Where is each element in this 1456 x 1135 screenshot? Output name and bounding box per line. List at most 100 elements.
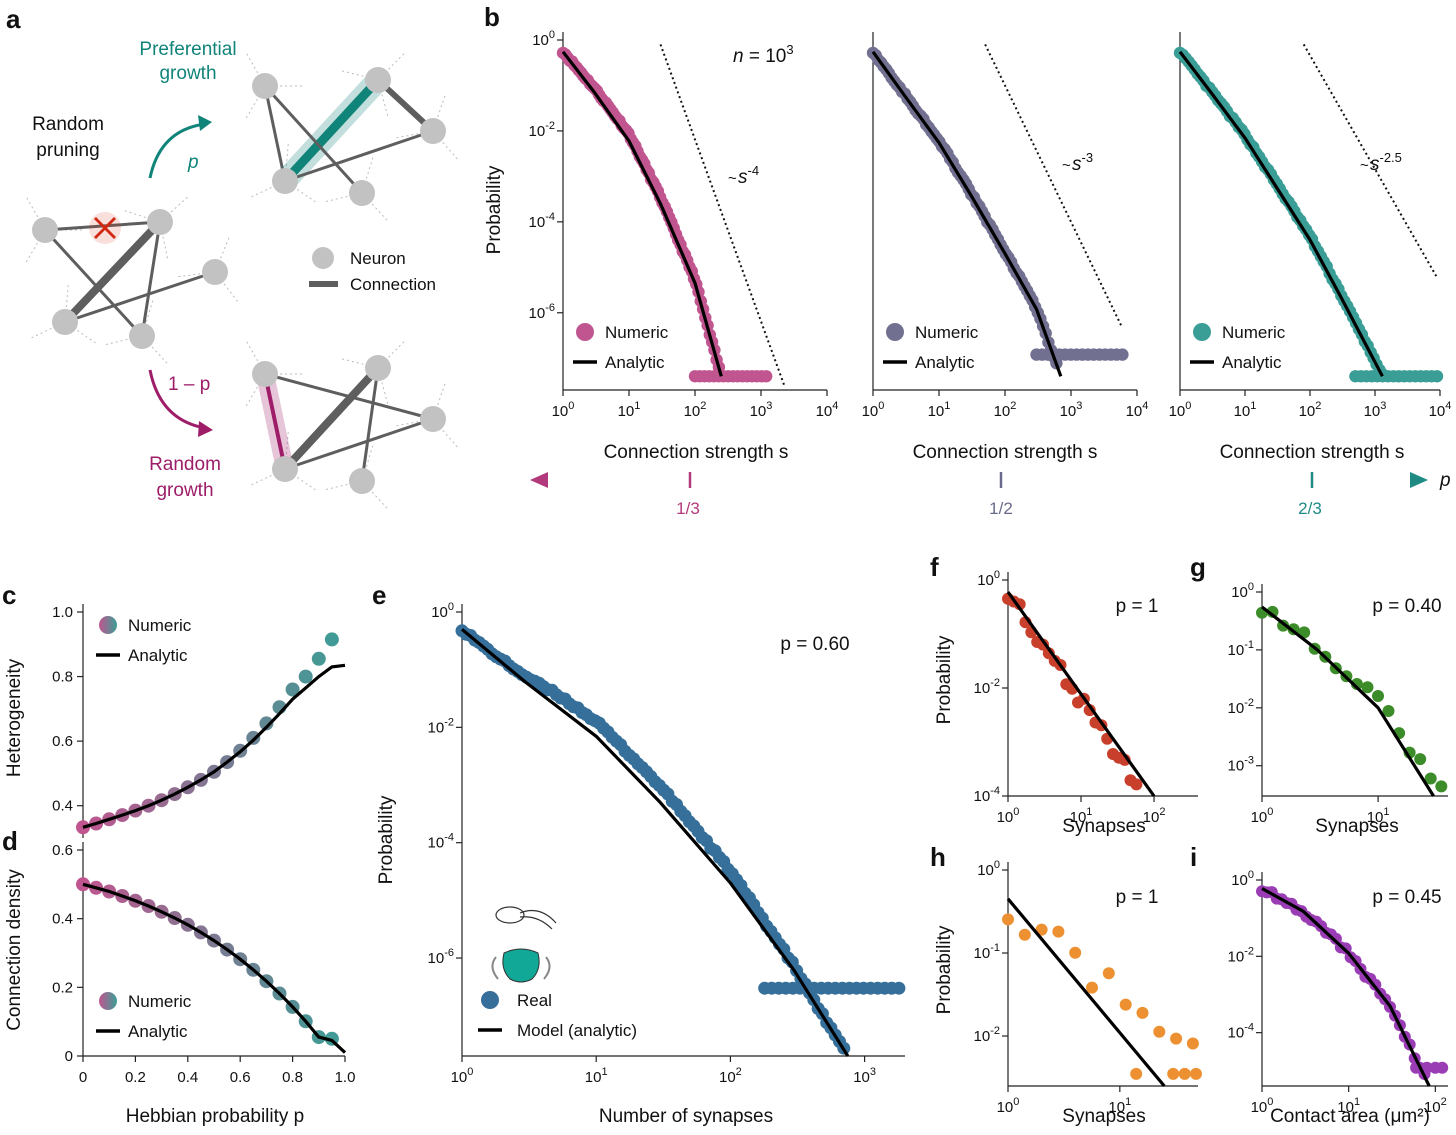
x-tick-label: 103 (1364, 400, 1387, 420)
y-tick-label: 10-4 (428, 832, 454, 852)
x-tick-label: 100 (1251, 806, 1274, 826)
neuron (365, 355, 391, 381)
pref-growth-label-1: Preferential (139, 39, 236, 60)
panel-letter-a: a (6, 4, 21, 34)
connection (63, 270, 217, 324)
guide-label: s-2.5 (1370, 150, 1402, 175)
legend-neuron-icon (312, 247, 334, 269)
y-tick-label: 0.8 (52, 669, 73, 686)
panel-a-schematic (24, 50, 460, 511)
connection (263, 372, 435, 421)
pref-arrowhead (198, 115, 212, 131)
data-point (1167, 1067, 1180, 1080)
p-axis-label: p (1439, 470, 1451, 491)
x-tick-label: 103 (1060, 400, 1083, 420)
y-tick-label: 10-4 (974, 785, 1000, 805)
guide-label: s-4 (738, 163, 759, 188)
p-tick-third: 1/3 (676, 499, 700, 518)
y-tick-label: 10-1 (974, 942, 1000, 962)
data-point (1382, 705, 1395, 717)
legend-real-label: Real (517, 991, 552, 1010)
legend-numeric-icon (576, 323, 594, 341)
x-tick-label: 104 (1429, 400, 1452, 420)
x-tick-label: 101 (1070, 806, 1093, 826)
p-label: p (187, 152, 199, 173)
pruning-label-1: Random (32, 114, 104, 135)
chart-f: 100 101 102 100 10-2 10-4 (974, 569, 1198, 826)
y-tick-label: 100 (977, 569, 1000, 589)
y-tick-label: 10-6 (529, 302, 555, 322)
h-ylabel: Probability (934, 925, 955, 1014)
guide-label-prefix: ~ (1062, 157, 1071, 174)
x-tick-label: 103 (853, 1066, 876, 1086)
neuron (252, 73, 278, 99)
panel-letter-g: g (1190, 552, 1206, 582)
guide-line (659, 44, 786, 388)
chart-g: 100 101 100 10-1 10-2 10-3 (1228, 581, 1448, 826)
x-tick-label: 101 (1337, 1096, 1360, 1116)
x-tick-label: 104 (816, 400, 839, 420)
y-tick-label: 0.4 (52, 911, 73, 928)
connection (263, 84, 287, 183)
data-point (1350, 678, 1363, 690)
data-point (1153, 1025, 1166, 1038)
e-annotation: p = 0.60 (780, 634, 849, 655)
neuron (252, 361, 278, 387)
legend-analytic-label: Analytic (605, 353, 665, 372)
connection (43, 228, 144, 338)
d-xlabel: Hebbian probability p (126, 1106, 305, 1127)
neuron (420, 406, 446, 432)
x-tick-label: 104 (1126, 400, 1149, 420)
data-point (1170, 1032, 1183, 1045)
data-point (1414, 753, 1427, 766)
prune-cross-icon (94, 217, 116, 239)
connection (263, 84, 364, 195)
neuron (147, 209, 173, 235)
top-network (244, 50, 460, 223)
guide-label-prefix: ~ (728, 170, 737, 187)
center-network (24, 194, 240, 366)
one-minus-p-label: 1 – p (168, 374, 210, 395)
panel-letter-e: e (372, 580, 386, 610)
chart-d: 0 0.2 0.4 0.6 0 0.2 0.4 0.6 0.8 1.0 Numeric Analyti… (52, 842, 355, 1086)
y-tick-label: 100 (1231, 581, 1254, 601)
data-point (1435, 780, 1448, 793)
y-tick-label: 10-2 (974, 677, 1000, 697)
y-tick-label: 0 (65, 1048, 73, 1065)
data-point (1052, 925, 1065, 938)
legend-analytic-label: Analytic (1222, 353, 1282, 372)
x-tick-label: 100 (451, 1066, 474, 1086)
b1-xlabel: Connection strength s (604, 442, 789, 463)
x-tick-label: 102 (1424, 1096, 1447, 1116)
neuron (272, 456, 298, 482)
x-tick-label: 103 (750, 400, 773, 420)
b2-xlabel: Connection strength s (913, 442, 1098, 463)
data-point (1130, 778, 1143, 791)
y-tick-label: 10-6 (428, 947, 454, 967)
tail-point (1116, 348, 1129, 361)
data-point (1013, 598, 1026, 611)
pref-growth-label-2: growth (159, 63, 216, 84)
neuron (365, 67, 391, 93)
y-tick-label: 10-4 (1228, 1022, 1254, 1042)
x-tick-label: 100 (997, 806, 1020, 826)
x-tick-label: 101 (1108, 1096, 1131, 1116)
x-tick-label: 102 (719, 1066, 742, 1086)
data-point (1018, 928, 1031, 941)
chart-i: 100 101 102 100 10-2 10-4 (1228, 869, 1449, 1116)
chart-b3: 100 101 102 103 104 ~ s-2.5 Numeric Analytic (1169, 32, 1452, 420)
legend-numeric-label: Numeric (128, 616, 192, 635)
legend-numeric-label: Numeric (915, 323, 979, 342)
neuron (32, 217, 58, 243)
x-tick-label: 0.6 (230, 1069, 251, 1086)
data-point (311, 651, 326, 666)
y-tick-label: 0.6 (52, 733, 73, 750)
x-tick-label: 101 (928, 400, 951, 420)
b-ylabel: Probability (484, 165, 505, 254)
legend-real-icon (481, 991, 499, 1009)
x-tick-label: 102 (994, 400, 1017, 420)
random-growth-label-2: growth (156, 480, 213, 501)
data-point (1186, 1037, 1199, 1050)
connection (140, 220, 162, 338)
data-point (1424, 772, 1437, 785)
